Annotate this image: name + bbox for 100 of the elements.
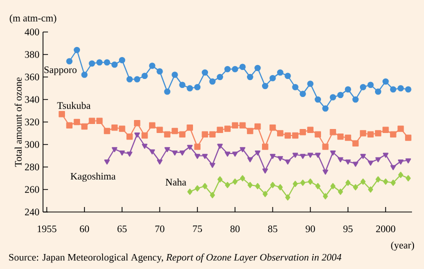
point bbox=[104, 59, 110, 66]
point bbox=[308, 152, 314, 158]
point bbox=[134, 132, 140, 138]
point bbox=[172, 128, 178, 134]
point bbox=[382, 126, 389, 134]
point bbox=[112, 147, 118, 152]
point bbox=[81, 123, 88, 130]
point bbox=[345, 180, 350, 186]
point bbox=[254, 150, 260, 156]
point bbox=[375, 157, 381, 162]
point bbox=[210, 162, 216, 168]
point bbox=[300, 180, 306, 186]
point bbox=[134, 120, 140, 126]
point bbox=[81, 72, 88, 78]
point bbox=[330, 94, 336, 100]
point bbox=[262, 82, 268, 90]
point bbox=[118, 56, 126, 64]
point bbox=[164, 131, 170, 138]
y-axis-title: Total amount of ozone bbox=[14, 77, 22, 167]
point bbox=[111, 124, 118, 131]
point bbox=[330, 128, 336, 136]
point bbox=[187, 188, 192, 195]
point bbox=[194, 154, 200, 159]
point bbox=[390, 131, 396, 138]
text: (m atm-cm) bbox=[10, 14, 56, 24]
x-axis-title: (year) bbox=[391, 242, 414, 251]
point bbox=[126, 76, 133, 82]
point bbox=[382, 78, 389, 85]
point bbox=[300, 154, 306, 159]
point bbox=[337, 133, 344, 140]
point bbox=[262, 168, 268, 174]
point bbox=[209, 131, 216, 138]
point bbox=[74, 46, 80, 54]
point bbox=[156, 160, 163, 165]
source-note: Source: Japan Meteorological Agency, Report of Ozone Layer Observation in 2004 bbox=[9, 254, 342, 263]
point bbox=[360, 178, 366, 185]
y-tick-label: 280 bbox=[24, 164, 40, 170]
y-tick-label: 240 bbox=[24, 208, 40, 216]
point bbox=[172, 72, 178, 78]
y-tick-label: 380 bbox=[25, 51, 40, 58]
point bbox=[118, 126, 126, 132]
x-tick-label: 65 bbox=[118, 226, 127, 232]
point bbox=[368, 160, 374, 166]
point bbox=[344, 86, 352, 93]
point bbox=[367, 131, 374, 138]
point bbox=[398, 126, 404, 132]
point bbox=[360, 154, 366, 159]
series-label: Tsukuba bbox=[57, 102, 90, 109]
point bbox=[360, 130, 366, 136]
point bbox=[210, 192, 215, 198]
point bbox=[322, 144, 329, 150]
point bbox=[239, 64, 246, 70]
point bbox=[322, 170, 328, 175]
point bbox=[202, 69, 208, 76]
y-tick-label: 340 bbox=[25, 96, 40, 103]
point bbox=[292, 84, 298, 90]
point bbox=[284, 72, 291, 80]
y-tick-label: 360 bbox=[25, 74, 40, 80]
point bbox=[322, 193, 328, 200]
point bbox=[111, 61, 118, 68]
point bbox=[300, 128, 306, 136]
x-tick-label: 2000 bbox=[376, 226, 396, 232]
point bbox=[126, 152, 132, 157]
point bbox=[217, 176, 222, 183]
point bbox=[405, 158, 412, 164]
point bbox=[314, 131, 322, 138]
point bbox=[330, 150, 336, 156]
point bbox=[292, 132, 298, 139]
series-label: Naha bbox=[166, 178, 186, 186]
point bbox=[172, 150, 178, 156]
point bbox=[179, 82, 186, 88]
point bbox=[239, 122, 246, 129]
point bbox=[194, 185, 200, 192]
point bbox=[353, 184, 358, 190]
point bbox=[96, 59, 103, 66]
point bbox=[254, 64, 261, 72]
point bbox=[187, 144, 193, 150]
y-tick-label: 300 bbox=[25, 141, 40, 148]
point bbox=[149, 122, 156, 129]
point bbox=[376, 176, 381, 183]
point bbox=[315, 182, 320, 190]
series-label: Sapporo bbox=[44, 66, 77, 76]
point bbox=[96, 118, 103, 124]
point bbox=[216, 74, 224, 80]
point bbox=[277, 69, 284, 76]
point bbox=[202, 131, 208, 138]
point bbox=[398, 85, 404, 92]
y-tick-label: 400 bbox=[24, 28, 40, 36]
point bbox=[352, 96, 359, 103]
point bbox=[374, 130, 382, 136]
point bbox=[194, 144, 201, 150]
y-tick-label: 320 bbox=[25, 118, 40, 126]
point bbox=[390, 165, 396, 170]
point bbox=[186, 85, 193, 92]
point bbox=[66, 122, 73, 129]
point bbox=[255, 182, 260, 190]
point bbox=[232, 66, 238, 72]
point bbox=[352, 162, 358, 167]
point bbox=[119, 150, 125, 156]
point bbox=[180, 150, 186, 156]
